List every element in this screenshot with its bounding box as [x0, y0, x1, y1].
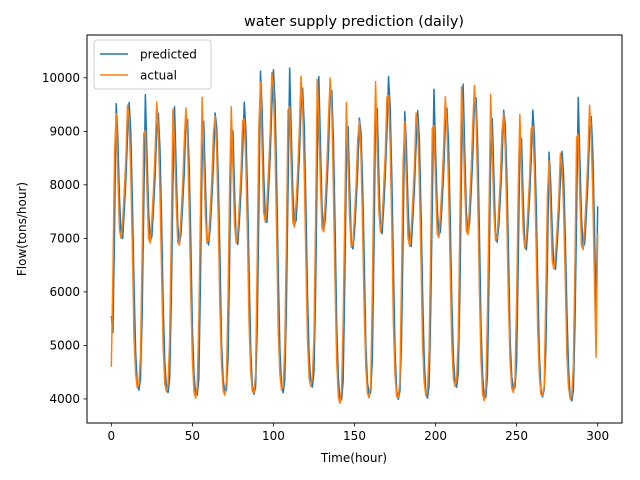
series-line-actual [110, 71, 599, 405]
series-line-predicted [110, 67, 599, 402]
x-tick-label: 300 [586, 429, 609, 443]
y-tick-label: 7000 [49, 232, 80, 246]
x-tick-label: 250 [505, 429, 528, 443]
y-tick-label: 4000 [49, 392, 80, 406]
legend-label-actual: actual [140, 69, 177, 83]
chart-title: water supply prediction (daily) [244, 14, 464, 30]
x-tick-label: 0 [107, 429, 115, 443]
x-tick-label: 100 [262, 429, 285, 443]
y-axis: 4000 5000 6000 7000 8000 9000 10000 [42, 71, 87, 406]
series-layer [110, 67, 599, 405]
legend-box [93, 39, 212, 90]
y-tick-label: 10000 [42, 71, 80, 85]
y-axis-label: Flow(tons/hour) [15, 182, 29, 276]
x-axis: 0 50 100 150 200 250 300 [107, 423, 609, 443]
x-tick-label: 200 [424, 429, 447, 443]
x-tick-label: 50 [185, 429, 200, 443]
y-tick-label: 8000 [49, 178, 80, 192]
y-tick-label: 9000 [49, 125, 80, 139]
x-axis-label: Time(hour) [320, 451, 387, 465]
legend: predicted actual [93, 39, 212, 90]
plot-area: 0 50 100 150 200 250 300 4000 5000 6000 7000 8000 9… [42, 34, 623, 443]
y-tick-label: 6000 [49, 285, 80, 299]
x-tick-label: 150 [343, 429, 366, 443]
legend-label-predicted: predicted [140, 48, 197, 62]
y-tick-label: 5000 [49, 339, 80, 353]
